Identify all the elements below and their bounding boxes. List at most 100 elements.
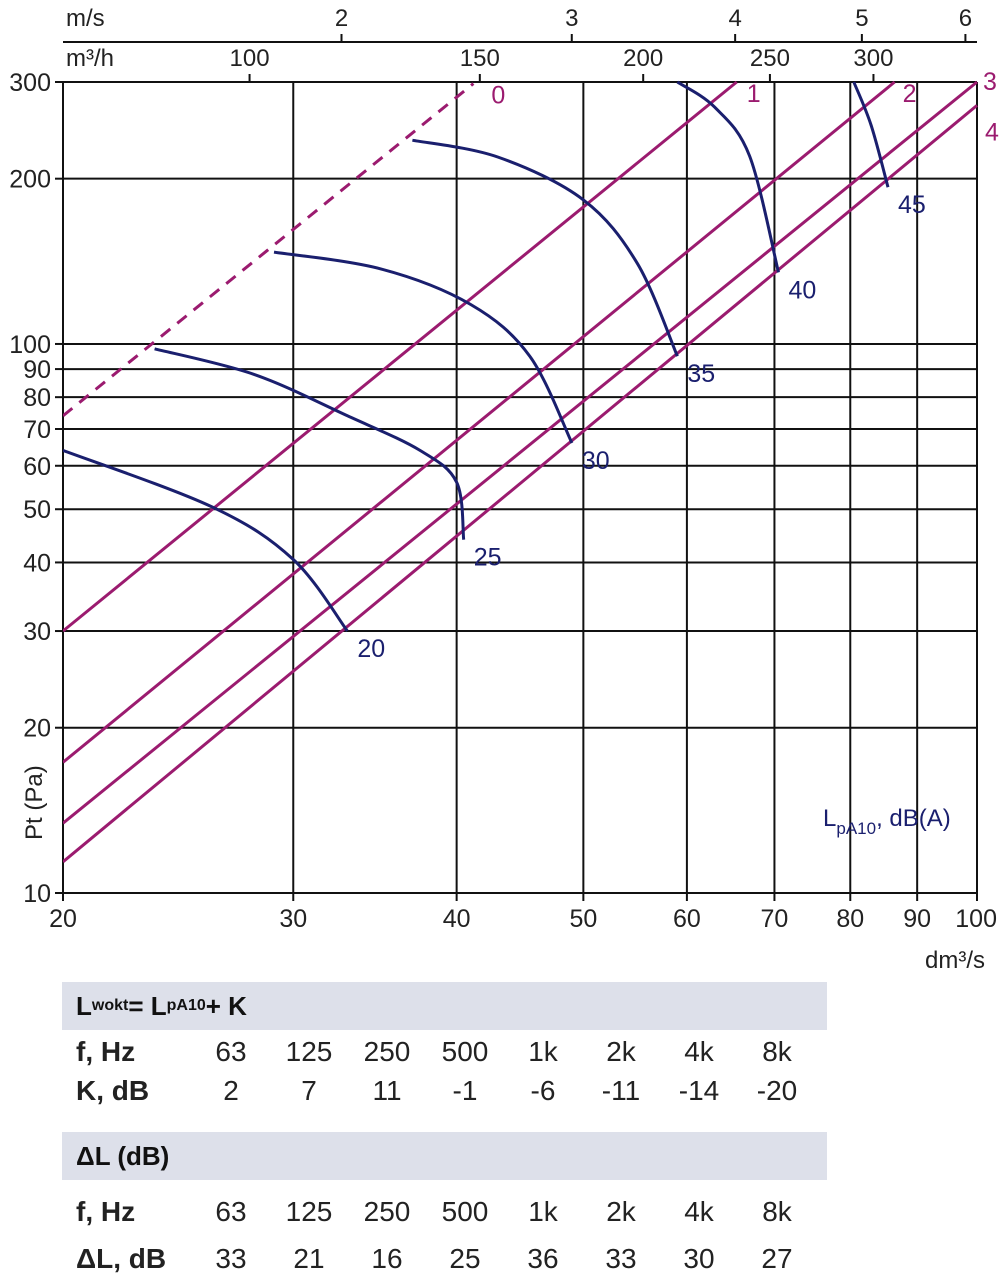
system-line	[63, 82, 475, 417]
system-line	[63, 104, 978, 863]
sound-curve-label: 40	[788, 276, 816, 304]
row-label: ΔL, dB	[76, 1242, 167, 1274]
curve-label-text: L	[823, 805, 836, 832]
row-label: f, Hz	[76, 1195, 136, 1227]
top-axis-mh-tick-label: 200	[623, 45, 663, 72]
sound-curve	[154, 347, 466, 540]
x-tick-label: 30	[279, 905, 307, 933]
table-cell: 27	[761, 1242, 793, 1274]
top-axis-ms-tick-label: 6	[959, 5, 972, 32]
top-axis-ms-tick-label: 4	[728, 5, 741, 32]
system-line	[63, 80, 978, 825]
table-cell: 1k	[528, 1195, 558, 1227]
table-cell: 250	[363, 1195, 411, 1227]
x-tick-label: 60	[673, 905, 701, 933]
table-cell: 8k	[762, 1035, 792, 1067]
y-tick-label: 30	[23, 618, 51, 646]
table-cell: 500	[441, 1195, 489, 1227]
header-rest: = L	[128, 990, 167, 1021]
top-axis-mh-tick-label: 150	[460, 45, 500, 72]
x-tick-label: 70	[761, 905, 789, 933]
table-cell: 2	[223, 1074, 239, 1106]
y-tick-label: 10	[23, 880, 51, 908]
sound-curve	[412, 138, 679, 357]
table-cell: 125	[285, 1195, 333, 1227]
x-tick-label: 40	[443, 905, 471, 933]
table-cell: 2k	[606, 1195, 636, 1227]
table-cell: 11	[372, 1074, 402, 1106]
table-row: ΔL, dB 33 21 16 25 36 33 30 27	[62, 1239, 827, 1278]
system-line-label: 2	[903, 80, 917, 108]
table-cell: 33	[605, 1242, 637, 1274]
table-cell: 63	[215, 1195, 247, 1227]
sound-curve	[63, 448, 349, 632]
y-tick-label: 90	[23, 356, 51, 384]
row-label: K, dB	[76, 1074, 150, 1106]
table-row: f, Hz 63 125 250 500 1k 2k 4k 8k	[62, 1032, 827, 1071]
x-tick-label: 80	[836, 905, 864, 933]
top-axis-mh-title: m³/h	[66, 45, 114, 72]
table-cell: -1	[452, 1074, 478, 1106]
header-main: ΔL (dB)	[76, 1140, 170, 1171]
y-tick-label: 40	[23, 549, 51, 577]
y-tick-label: 100	[9, 331, 51, 359]
curve-label-text: , dB(A)	[876, 805, 951, 832]
table-cell: 7	[301, 1074, 317, 1106]
header-rest2: + K	[205, 990, 247, 1021]
top-axis-ms-title: m/s	[66, 5, 105, 32]
sound-curve	[676, 80, 780, 273]
table-cell: 30	[683, 1242, 715, 1274]
table-row: f, Hz 63 125 250 500 1k 2k 4k 8k	[62, 1192, 827, 1231]
sound-curve-label: 45	[898, 191, 926, 219]
sound-curve-label: 35	[687, 360, 715, 388]
system-line	[63, 80, 896, 764]
sound-curve-label: 30	[582, 447, 610, 475]
table-cell: -14	[678, 1074, 720, 1106]
table-cell: 25	[449, 1242, 481, 1274]
curve-label-subscript: pA10	[836, 819, 876, 838]
table-row: K, dB 2 7 11 -1 -6 -11 -14 -20	[62, 1071, 827, 1110]
table-cell: 4k	[684, 1035, 714, 1067]
curve-family-label: LpA10, dB(A)	[823, 805, 951, 838]
y-tick-label: 70	[23, 416, 51, 444]
system-line-label: 4	[985, 118, 999, 146]
table-cell: 4k	[684, 1195, 714, 1227]
y-tick-label: 80	[23, 384, 51, 412]
x-axis-title: dm³/s	[925, 947, 985, 974]
sound-curve	[273, 250, 574, 444]
sound-curve-label: 25	[474, 544, 502, 572]
top-axis-ms-tick-label: 5	[855, 5, 868, 32]
table-cell: 36	[527, 1242, 559, 1274]
table-cell: -6	[530, 1074, 556, 1106]
header-sub2: pA10	[166, 997, 206, 1014]
row-label: f, Hz	[76, 1035, 136, 1067]
y-tick-label: 60	[23, 453, 51, 481]
sound-curve	[852, 81, 890, 188]
table-cell: 33	[215, 1242, 247, 1274]
x-tick-label: 50	[569, 905, 597, 933]
y-tick-label: 50	[23, 496, 51, 524]
system-line-label: 0	[491, 82, 505, 110]
table-cell: -20	[756, 1074, 798, 1106]
y-axis-title: Pt (Pa)	[21, 765, 48, 840]
table-cell: 1k	[528, 1035, 558, 1067]
table-cell: 63	[215, 1035, 247, 1067]
top-axis-mh-tick-label: 100	[230, 45, 270, 72]
x-tick-label: 100	[955, 905, 997, 933]
attenuation-table: ΔL (dB) f, Hz 63 125 250 500 1k 2k 4k 8k…	[62, 1132, 827, 1278]
pressure-flow-chart: 10 20 30 40 50 60 70 80 90 100 200 300 20 30 40 50 60 70 8…	[9, 5, 999, 974]
table-cell: -11	[601, 1074, 641, 1106]
system-line-label: 3	[983, 68, 997, 96]
sound-curve-label: 20	[357, 635, 385, 663]
top-axis-ms-tick-label: 3	[565, 5, 578, 32]
y-tick-label: 300	[9, 69, 51, 97]
system-line-label: 1	[747, 80, 761, 108]
system-line	[63, 80, 738, 633]
y-tick-label: 200	[9, 166, 51, 194]
header-sub: wokt	[91, 997, 129, 1014]
table-cell: 21	[293, 1242, 325, 1274]
header-main: L	[76, 990, 92, 1021]
